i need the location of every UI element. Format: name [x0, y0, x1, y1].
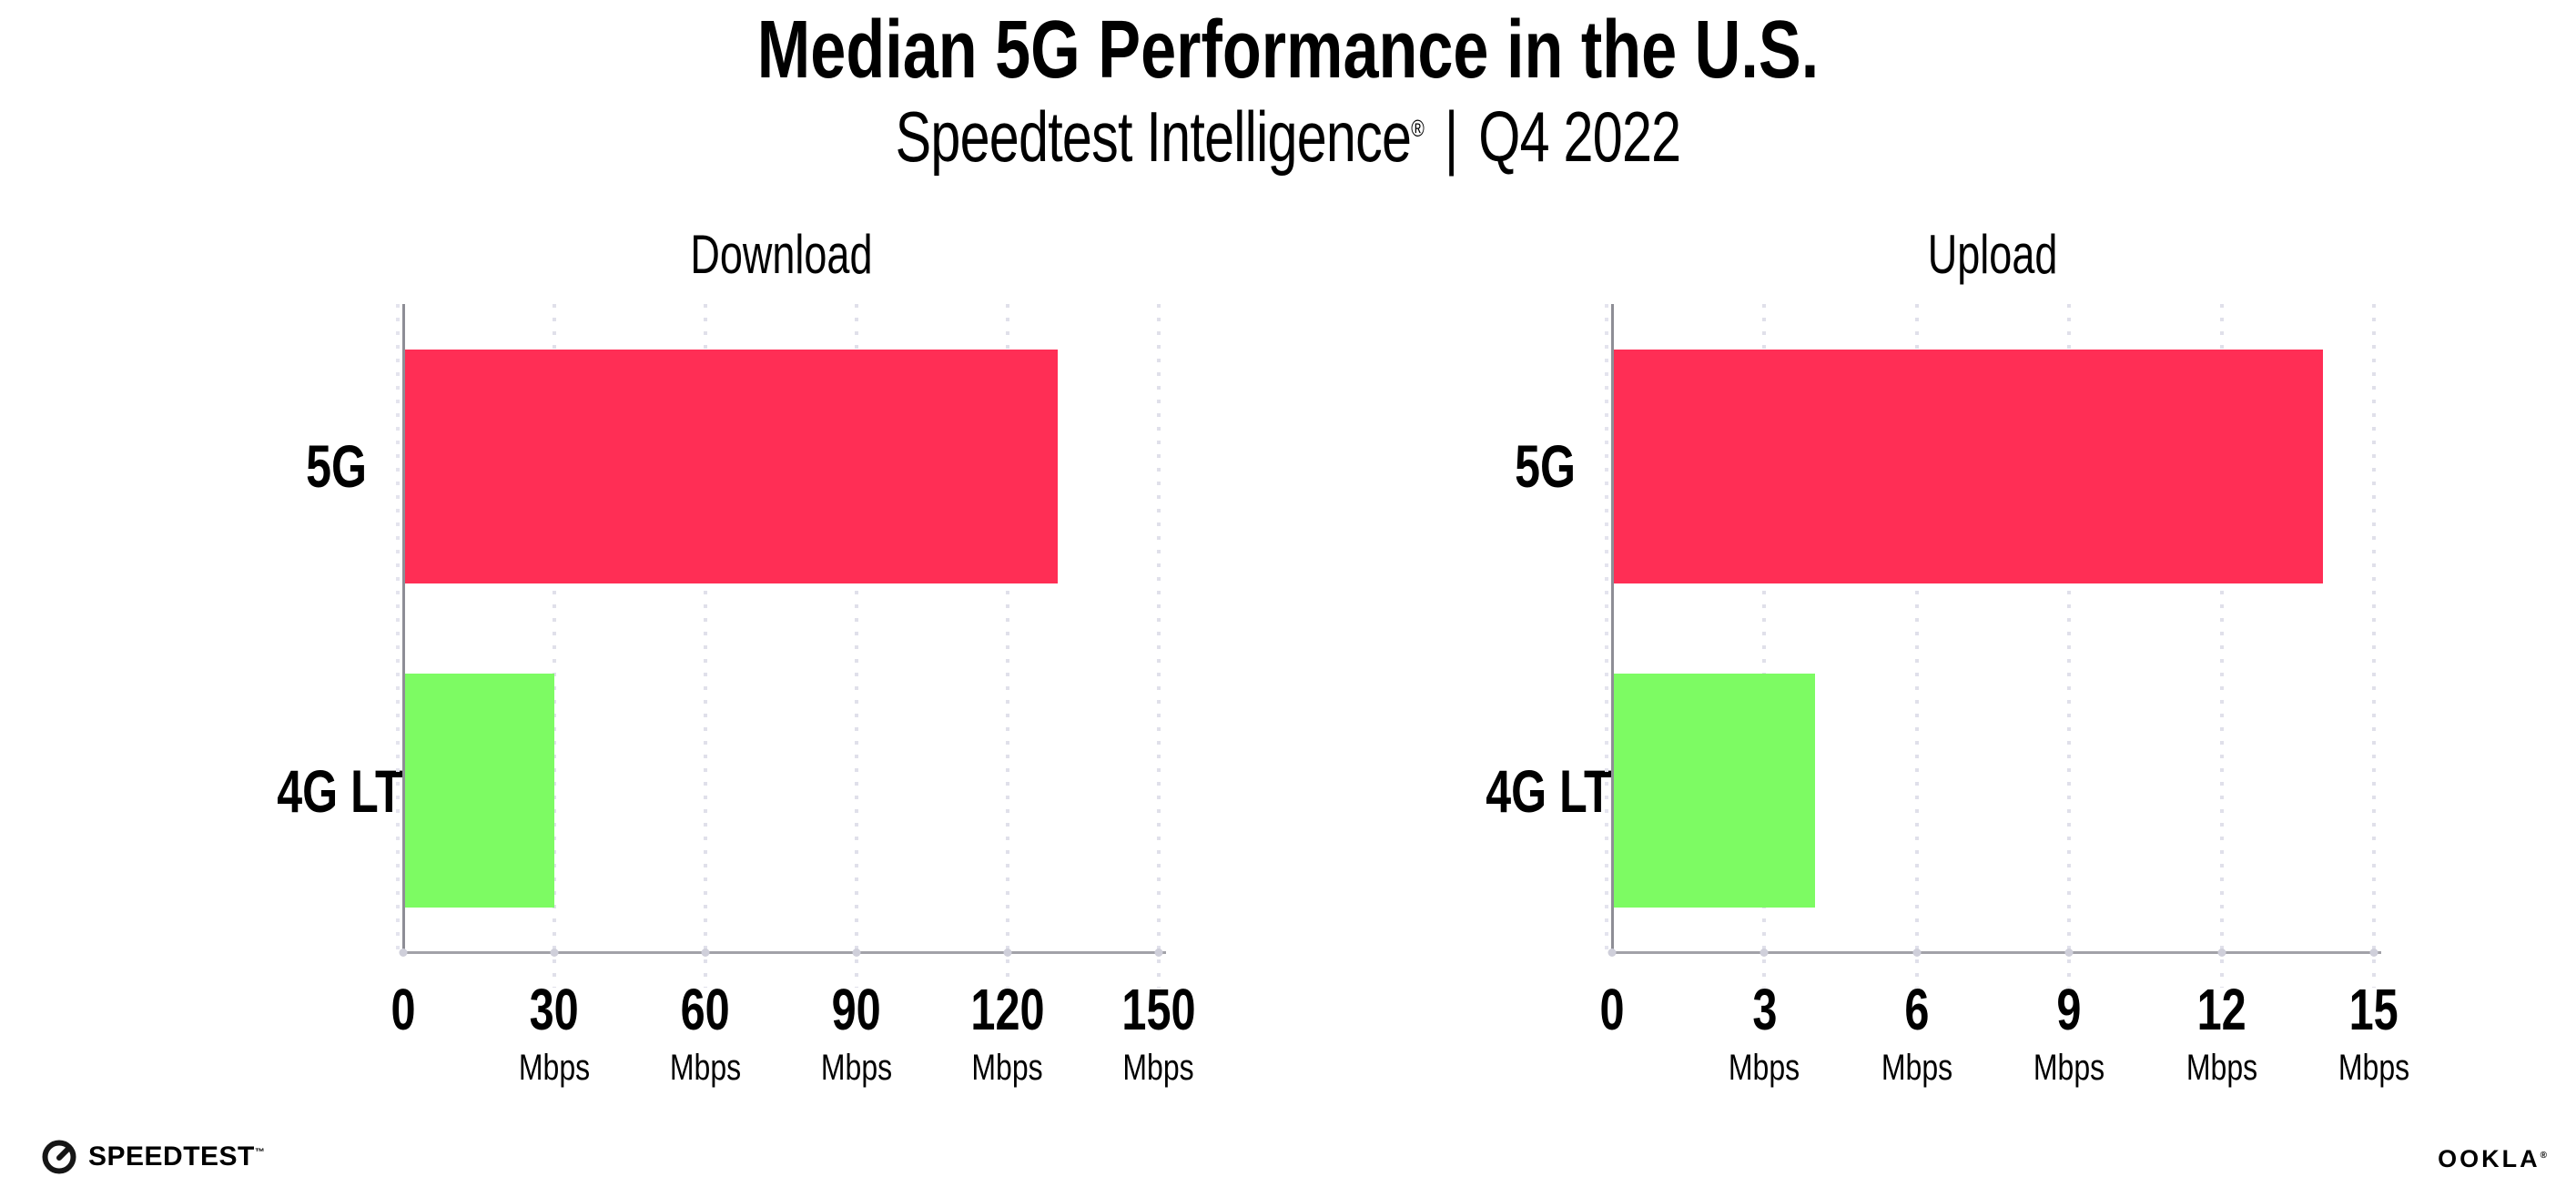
gridline: [1762, 304, 1767, 988]
bar-5g: [1612, 349, 2324, 583]
upload-plot-area: [1605, 304, 2381, 988]
gridline: [1006, 304, 1009, 988]
speedtest-logo-text: SPEEDTEST™: [88, 1141, 266, 1172]
download-chart-title: Download: [689, 224, 873, 285]
x-tick-label: 120 Mbps: [970, 977, 1045, 1088]
registered-mark: ®: [2540, 1151, 2547, 1161]
x-tick-label: 6 Mbps: [1881, 977, 1952, 1088]
x-tick-label: 150 Mbps: [1121, 977, 1196, 1088]
y-axis-dotted-line: [396, 304, 400, 953]
axis-tick-dot: [1154, 948, 1163, 957]
category-label-5g: 5G: [306, 432, 367, 501]
gridline: [1157, 304, 1161, 988]
axis-tick-dot: [2369, 948, 2378, 957]
gridline: [855, 304, 858, 988]
axis-tick-dot: [701, 948, 710, 957]
upload-chart-title: Upload: [1928, 224, 2058, 285]
gridline: [704, 304, 707, 988]
axis-tick-dot: [1003, 948, 1012, 957]
gridline: [553, 304, 556, 988]
download-x-axis: 0 30 Mbps 60 Mbps 90 Mbps 120 Mbps 150 Mbps: [390, 953, 1195, 1135]
x-tick-label: 0: [1599, 977, 1625, 1042]
gridline: [2372, 304, 2376, 988]
speedtest-gauge-icon: [42, 1140, 76, 1174]
registered-mark: ®: [1411, 115, 1425, 142]
gridline: [1914, 304, 1919, 988]
y-axis-dotted-line: [1605, 304, 1608, 953]
gridline: [2067, 304, 2072, 988]
upload-x-axis: 0 3 Mbps 6 Mbps 9 Mbps 12 Mbps 15 Mbps: [1599, 953, 2409, 1135]
page-title: Median 5G Performance in the U.S.: [756, 5, 1820, 96]
bar-4g-lte: [1612, 674, 1816, 908]
download-chart-panel: Download 0 30 Mbps 60 Mbps 90 Mbps 120 Mbps 150 Mb…: [228, 224, 1195, 1138]
x-tick-label: 3 Mbps: [1729, 977, 1800, 1088]
category-label-4g-lte: 4G LTE: [1486, 756, 1643, 825]
axis-tick-dot: [1607, 948, 1617, 957]
ookla-logo: OOKLA®: [2438, 1145, 2547, 1173]
axis-tick-dot: [1760, 948, 1769, 957]
bar-5g: [403, 349, 1059, 583]
gridline: [2219, 304, 2224, 988]
x-tick-label: 30 Mbps: [518, 977, 591, 1088]
subtitle-period: Q4 2022: [1478, 96, 1681, 177]
subtitle-brand: Speedtest Intelligence: [895, 96, 1412, 177]
speedtest-logo: SPEEDTEST™: [41, 1139, 265, 1175]
axis-tick-dot: [2064, 948, 2074, 957]
ookla-logo-text: OOKLA®: [2438, 1145, 2547, 1172]
x-tick-label: 0: [390, 977, 416, 1042]
axis-tick-dot: [2217, 948, 2226, 957]
x-tick-label: 12 Mbps: [2186, 977, 2257, 1088]
trademark-mark: ™: [254, 1147, 266, 1158]
x-tick-label: 9 Mbps: [2033, 977, 2105, 1088]
page-subtitle: Speedtest Intelligence® | Q4 2022: [309, 96, 2267, 177]
bar-4g-lte: [403, 674, 554, 908]
axis-tick-dot: [550, 948, 559, 957]
subtitle-separator: |: [1444, 96, 1458, 177]
upload-chart-panel: Upload 0 3 Mbps 6 Mbps 9 Mbps 12 Mbps 15 Mbps 5G 4G…: [1436, 224, 2409, 1138]
x-tick-label: 90 Mbps: [820, 977, 893, 1088]
axis-tick-dot: [399, 948, 408, 957]
category-label-5g: 5G: [1515, 432, 1576, 501]
download-plot-area: [396, 304, 1166, 988]
axis-tick-dot: [852, 948, 861, 957]
category-label-4g-lte: 4G LTE: [277, 756, 434, 825]
x-tick-label: 60 Mbps: [669, 977, 742, 1088]
axis-tick-dot: [1912, 948, 1922, 957]
x-tick-label: 15 Mbps: [2338, 977, 2410, 1088]
